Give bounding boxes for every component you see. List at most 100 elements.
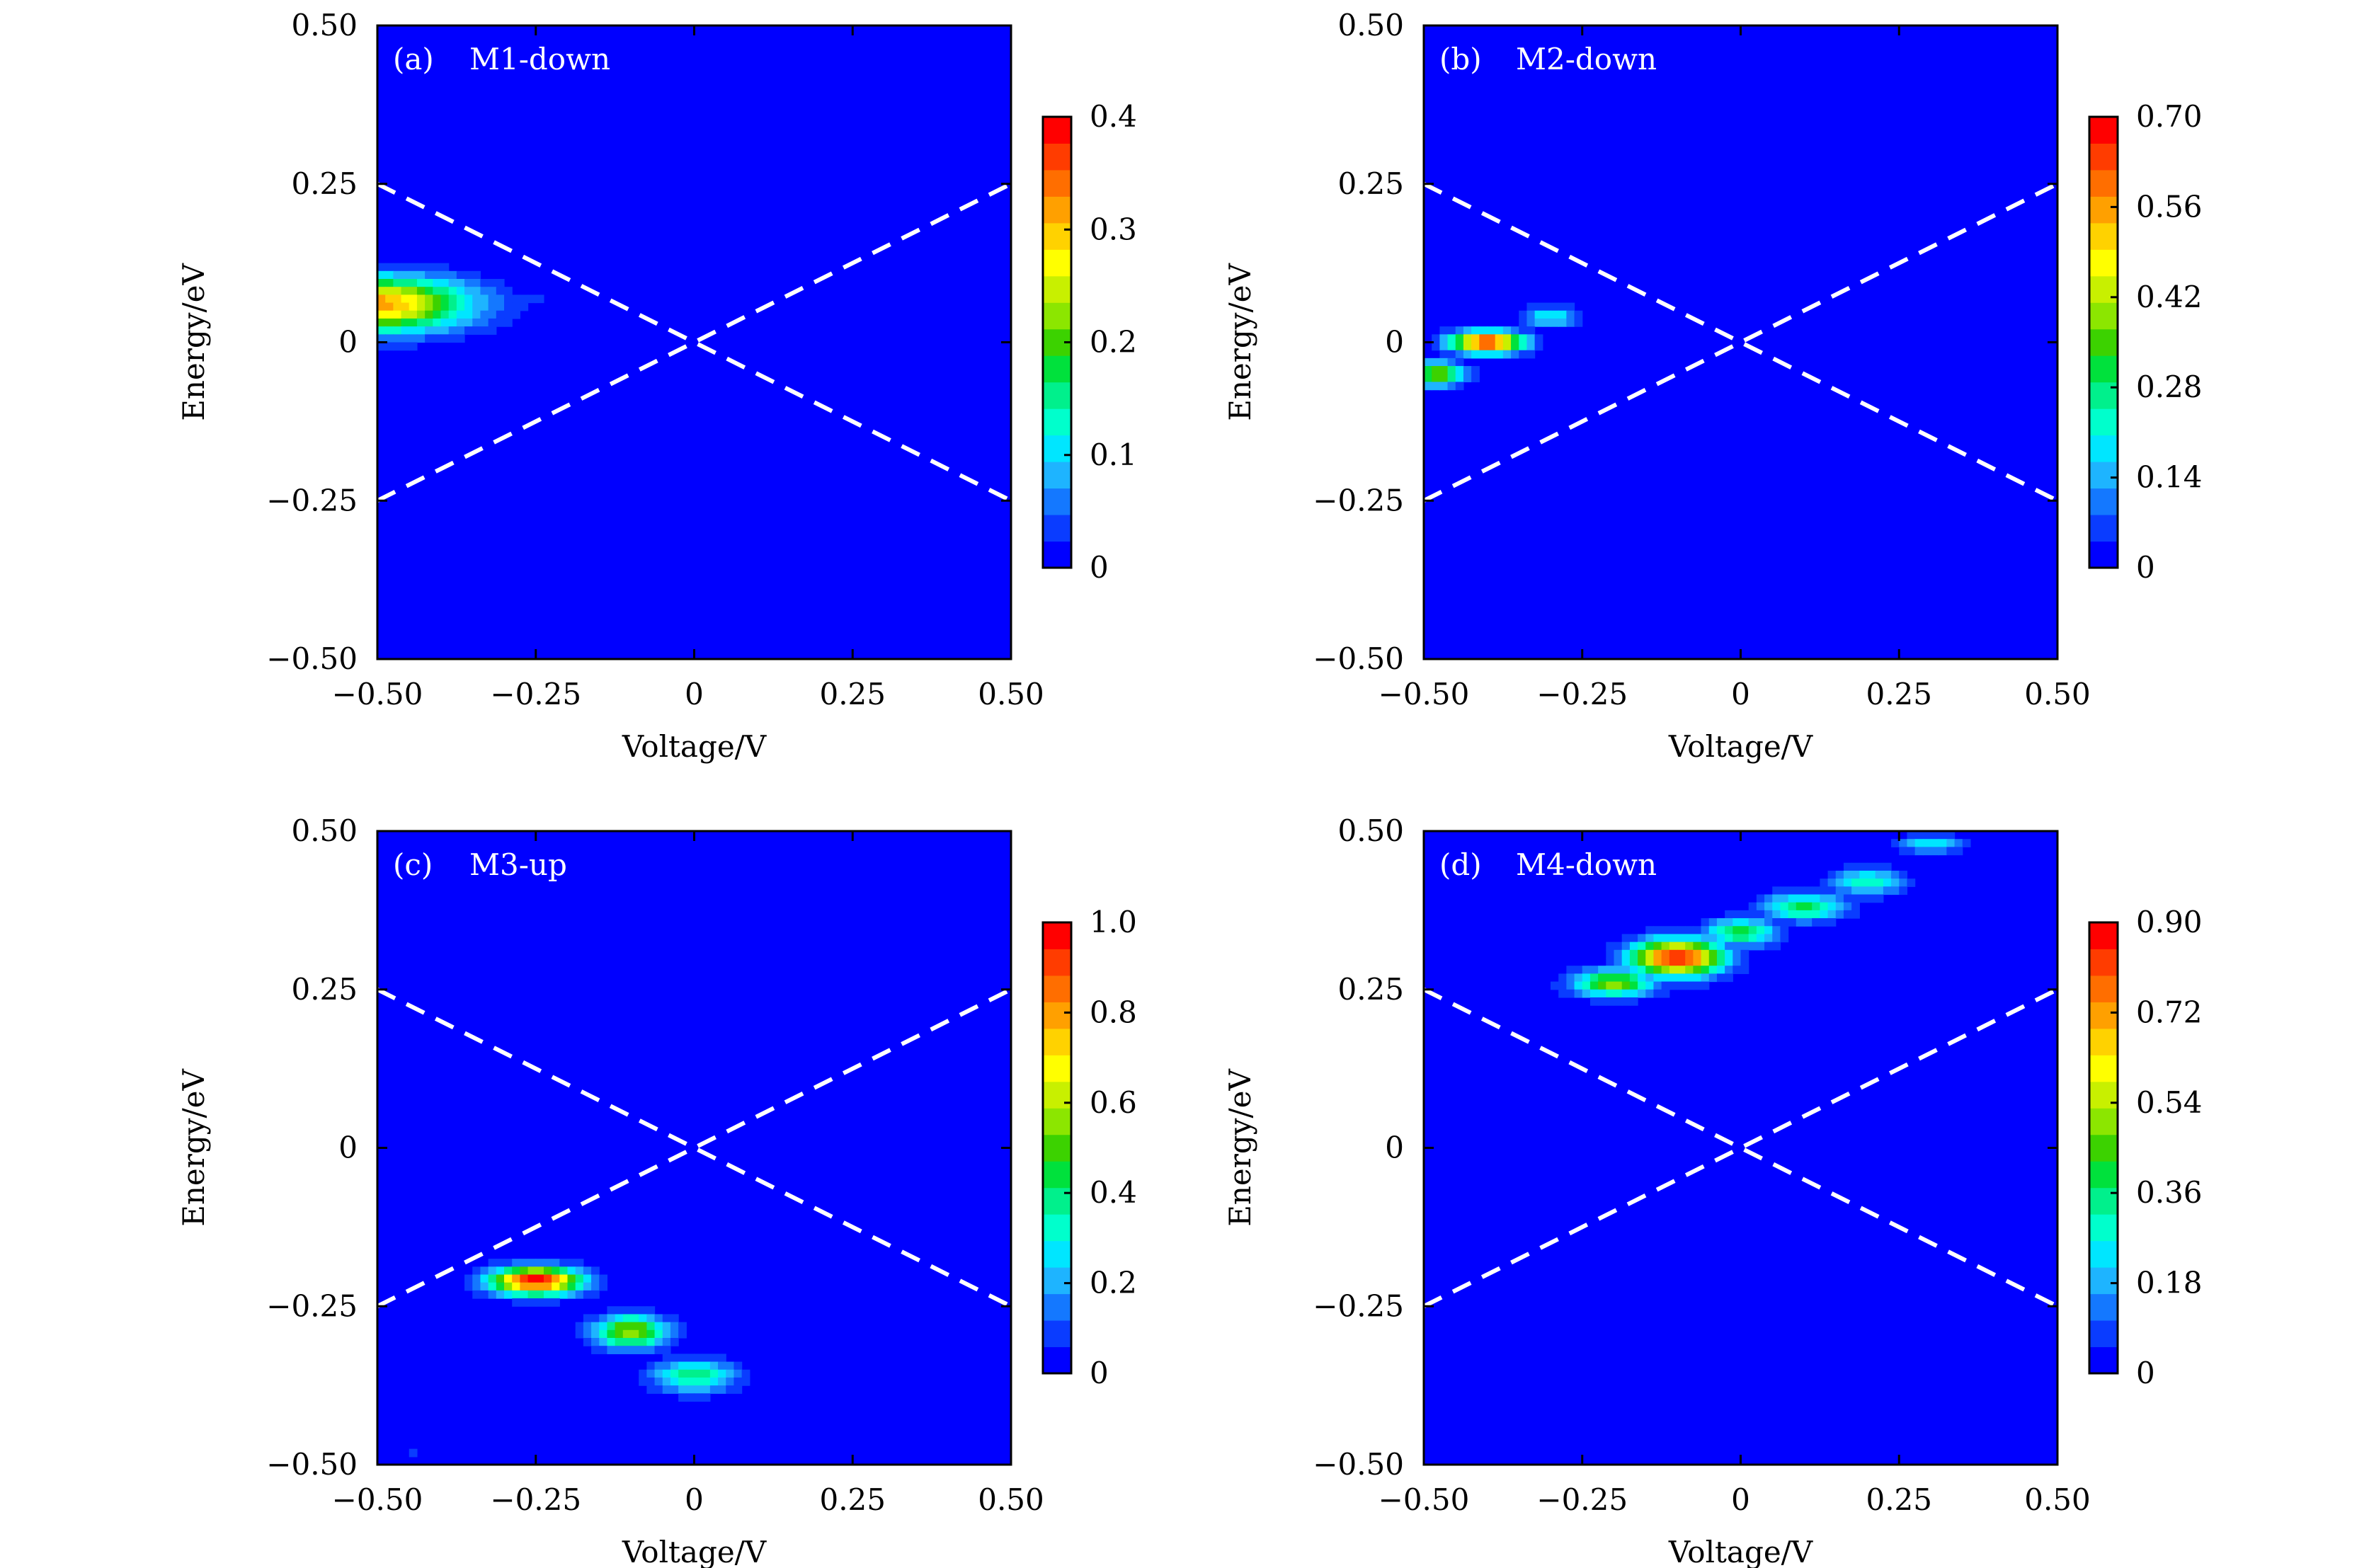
heatmap-cell — [591, 1282, 600, 1291]
heatmap-cell — [385, 334, 394, 343]
colorbar-swatch — [1043, 143, 1071, 171]
heatmap-cell — [496, 1266, 505, 1276]
colorbar-swatch — [1043, 222, 1071, 250]
heatmap-cell — [1732, 910, 1742, 919]
heatmap-cell — [1447, 366, 1456, 374]
heatmap-cell — [670, 1377, 679, 1386]
heatmap-cell — [425, 302, 433, 311]
heatmap-cell — [440, 326, 450, 335]
heatmap-cell — [733, 1377, 743, 1386]
chart-panel: −0.50 −0.25 0 0.25 0.50 −0.50 −0.25 0 0.25 0.50 Vo… — [176, 813, 1137, 1568]
heatmap-cell — [1502, 342, 1512, 351]
heatmap-cell — [1820, 902, 1829, 911]
colorbar-swatch — [2089, 1108, 2118, 1135]
heatmap-cell — [456, 270, 465, 280]
heatmap-cell — [1479, 350, 1488, 359]
heatmap-cell — [1875, 879, 1884, 887]
heatmap-cell — [607, 1338, 616, 1346]
x-tick-label: −0.50 — [1378, 1482, 1470, 1517]
heatmap-cell — [1780, 926, 1789, 935]
heatmap-cell — [1614, 989, 1623, 998]
heatmap-cell — [1534, 310, 1543, 319]
heatmap-cell — [1891, 870, 1900, 879]
heatmap-cell — [464, 287, 473, 295]
heatmap-cell — [1867, 879, 1876, 887]
heatmap-cell — [535, 1266, 544, 1276]
heatmap-cell — [535, 1298, 544, 1307]
heatmap-cell — [1804, 894, 1813, 903]
heatmap-cell — [1614, 966, 1623, 974]
heatmap-cell — [1463, 326, 1472, 335]
heatmap-cell — [678, 1377, 687, 1386]
heatmap-cell — [1764, 918, 1773, 927]
heatmap-cell — [1463, 334, 1472, 343]
heatmap-cell — [686, 1361, 695, 1370]
heatmap-cell — [425, 287, 433, 295]
heatmap-cell — [1638, 973, 1646, 983]
y-tick-label: 0 — [1385, 325, 1404, 360]
heatmap-cell — [1558, 989, 1567, 998]
heatmap-cell — [686, 1385, 695, 1394]
heatmap-cell — [1653, 966, 1662, 974]
heatmap-cell — [1479, 326, 1488, 335]
heatmap-cell — [488, 294, 497, 304]
heatmap-cell — [1804, 902, 1813, 911]
heatmap-cell — [1780, 918, 1789, 927]
heatmap-cell — [543, 1282, 552, 1291]
heatmap-cell — [1843, 894, 1852, 903]
heatmap-cell — [433, 279, 442, 287]
heatmap-cell — [718, 1385, 726, 1394]
heatmap-cell — [702, 1361, 711, 1370]
heatmap-cell — [1574, 310, 1583, 319]
heatmap-cell — [401, 342, 410, 351]
heatmap-cell — [1487, 342, 1496, 351]
heatmap-cell — [1621, 958, 1631, 966]
heatmap-cell — [1502, 334, 1512, 343]
colorbar-swatch — [1043, 275, 1071, 303]
heatmap-cell — [527, 1266, 537, 1276]
heatmap-cell — [1645, 989, 1655, 998]
colorbar-swatch — [2089, 1187, 2118, 1215]
heatmap-cell — [1796, 886, 1805, 895]
y-tick-label: 0 — [338, 325, 358, 360]
colorbar-swatch — [1043, 435, 1071, 462]
heatmap-cell — [464, 1282, 473, 1291]
heatmap-cell — [512, 302, 520, 311]
heatmap-cell — [1638, 966, 1646, 974]
colorbar-swatch — [1043, 1267, 1071, 1295]
colorbar-swatch — [1043, 488, 1071, 515]
heatmap-cell — [535, 1282, 544, 1291]
heatmap-field — [377, 831, 1011, 1465]
heatmap-cell — [1598, 997, 1606, 1006]
colorbar-swatch — [2089, 408, 2118, 436]
heatmap-cell — [504, 318, 513, 327]
heatmap-cell — [1566, 310, 1575, 319]
heatmap-cell — [1835, 879, 1844, 887]
heatmap-cell — [488, 287, 497, 295]
heatmap-cell — [504, 1274, 513, 1283]
heatmap-cell — [1748, 942, 1757, 951]
heatmap-cell — [377, 294, 386, 304]
heatmap-cell — [1851, 862, 1860, 871]
heatmap-cell — [646, 1322, 656, 1331]
heatmap-cell — [1669, 973, 1678, 983]
heatmap-cell — [1867, 870, 1876, 879]
heatmap-cell — [1701, 949, 1710, 958]
heatmap-cell — [1661, 926, 1670, 935]
panel-title: M2-down — [1516, 42, 1657, 76]
heatmap-cell — [1914, 831, 1924, 840]
panel-label: (a) — [393, 42, 434, 76]
heatmap-cell — [1582, 973, 1591, 983]
heatmap-cell — [1669, 958, 1678, 966]
heatmap-cell — [639, 1338, 647, 1346]
heatmap-cell — [433, 302, 442, 311]
heatmap-cell — [1835, 886, 1844, 895]
heatmap-cell — [472, 318, 481, 327]
heatmap-cell — [1867, 862, 1876, 871]
heatmap-cell — [520, 302, 529, 311]
heatmap-cell — [472, 279, 481, 287]
heatmap-cell — [1685, 966, 1694, 974]
colorbar-swatch — [1043, 1320, 1071, 1348]
chart-panel: −0.50 −0.25 0 0.25 0.50 −0.50 −0.25 0 0.25 0.50 Vo… — [176, 8, 1137, 764]
heatmap-cell — [1661, 958, 1670, 966]
